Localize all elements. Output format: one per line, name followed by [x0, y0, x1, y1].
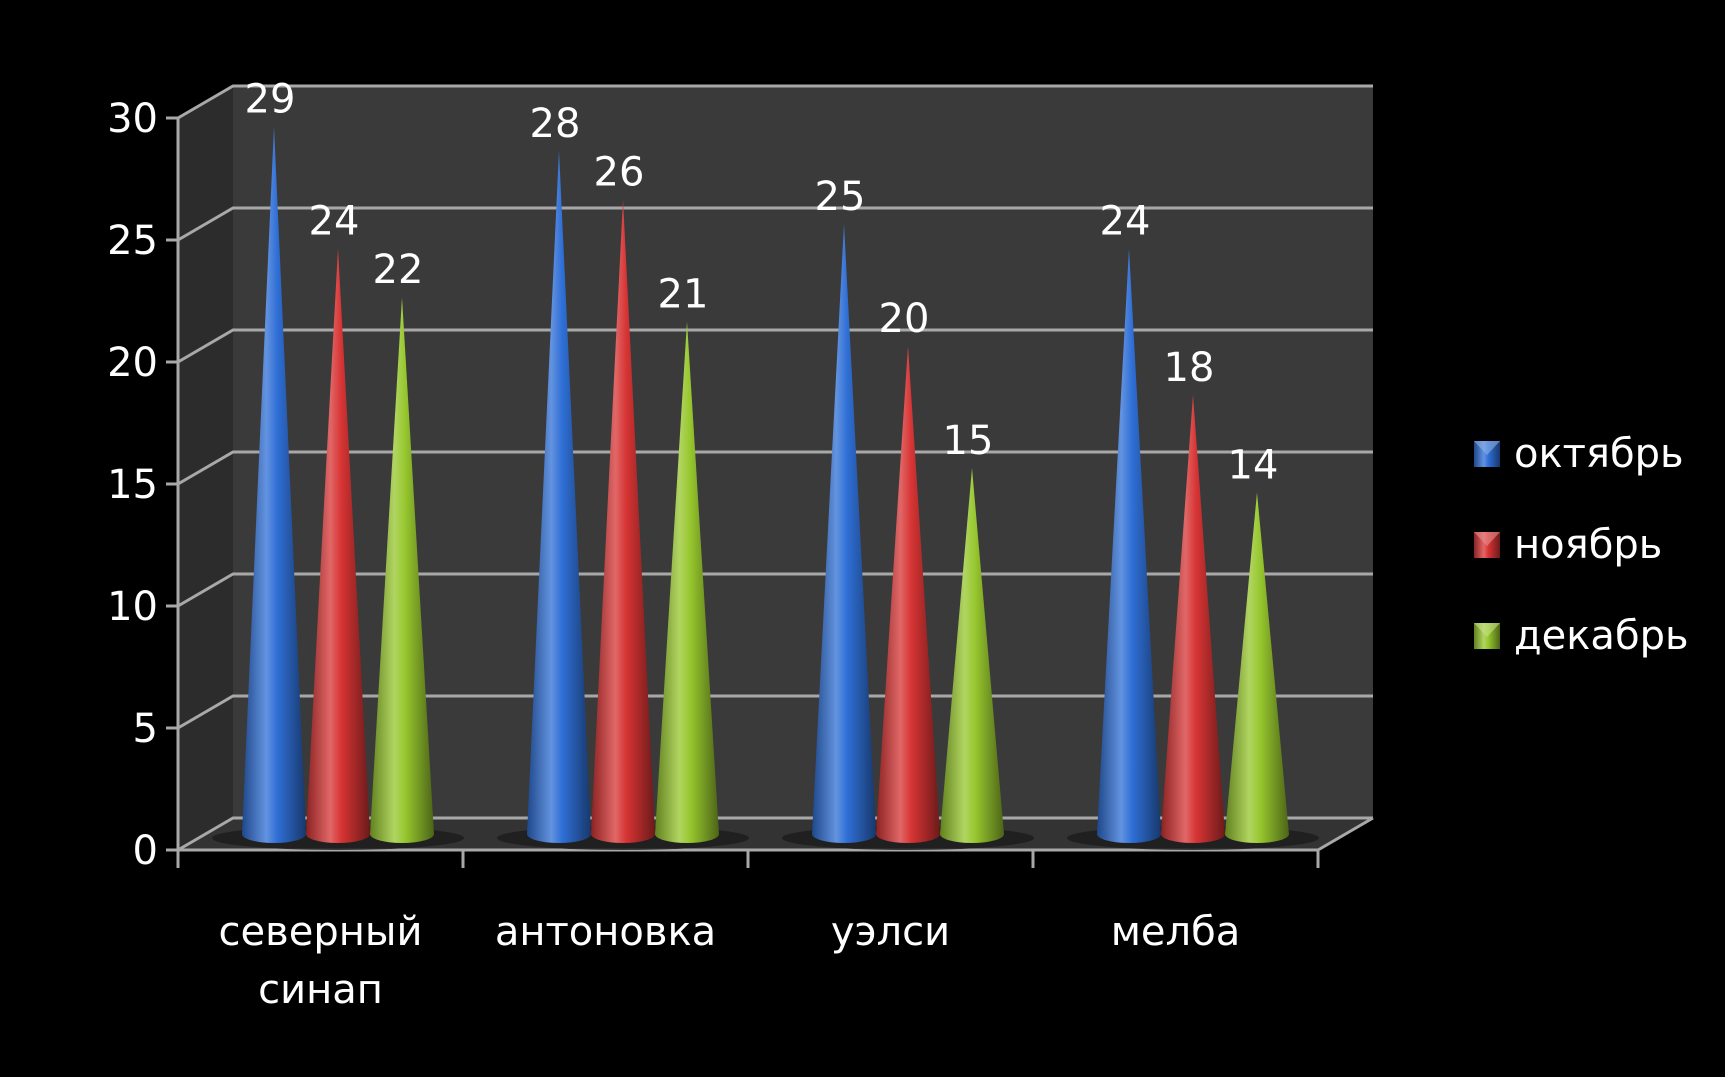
x-tick-label: антоновка [495, 909, 716, 955]
y-tick-label: 10 [107, 584, 158, 630]
axes: 0 5 10 15 20 25 30 северный синап антоновка уэлси м… [107, 96, 1374, 1013]
cone-0-1 [527, 150, 591, 844]
data-label: 25 [815, 174, 866, 220]
x-tick-label: мелба [1111, 909, 1241, 955]
x-tick-label: северный синап [219, 909, 423, 1013]
legend-label: ноябрь [1514, 522, 1662, 568]
legend-item-0: октябрь [1474, 431, 1684, 477]
y-tick-label: 30 [107, 96, 158, 142]
data-label: 26 [594, 150, 645, 196]
cone-0-2 [812, 224, 876, 843]
data-label: 24 [1100, 198, 1151, 244]
gridline [177, 84, 1373, 120]
legend-item-1: ноябрь [1474, 522, 1662, 568]
y-tick-label: 20 [107, 340, 158, 386]
floor-edge [1317, 816, 1374, 852]
x-tick-label: уэлси [831, 909, 950, 955]
data-label: 20 [879, 296, 930, 342]
gridline [177, 206, 1373, 242]
data-label: 28 [530, 101, 581, 147]
cone-0-0 [242, 126, 306, 843]
data-label: 15 [943, 418, 994, 464]
legend: октябрь ноябрь декабрь [1474, 431, 1689, 659]
cone-2-0 [370, 297, 434, 843]
gridlines [177, 84, 1373, 852]
cone-2-2 [940, 468, 1004, 843]
y-tick-label: 0 [133, 828, 158, 874]
cone-2-3 [1225, 492, 1289, 843]
data-label: 14 [1228, 442, 1279, 488]
legend-label: октябрь [1514, 431, 1684, 477]
cone-1-1 [591, 199, 655, 844]
legend-item-2: декабрь [1474, 613, 1689, 659]
legend-label: декабрь [1514, 613, 1689, 659]
data-label: 21 [658, 272, 709, 318]
cone-0-3 [1097, 248, 1161, 843]
data-label: 29 [245, 76, 296, 122]
cone-1-0 [306, 248, 370, 843]
data-label: 24 [309, 198, 360, 244]
gridline [177, 328, 1373, 364]
y-tick-label: 25 [107, 218, 158, 264]
cone-1-3 [1161, 394, 1225, 843]
cone-2-1 [655, 321, 719, 844]
data-label: 18 [1164, 345, 1215, 391]
y-tick-label: 15 [107, 462, 158, 508]
data-cones [212, 126, 1319, 850]
cone-1-2 [876, 346, 940, 843]
gridline [177, 450, 1373, 486]
y-tick-label: 5 [133, 706, 158, 752]
data-labels: 29 24 22 28 26 21 25 20 15 24 18 14 [245, 76, 1279, 488]
data-label: 22 [373, 247, 424, 293]
gridline [177, 694, 1373, 730]
gridline [177, 572, 1373, 608]
